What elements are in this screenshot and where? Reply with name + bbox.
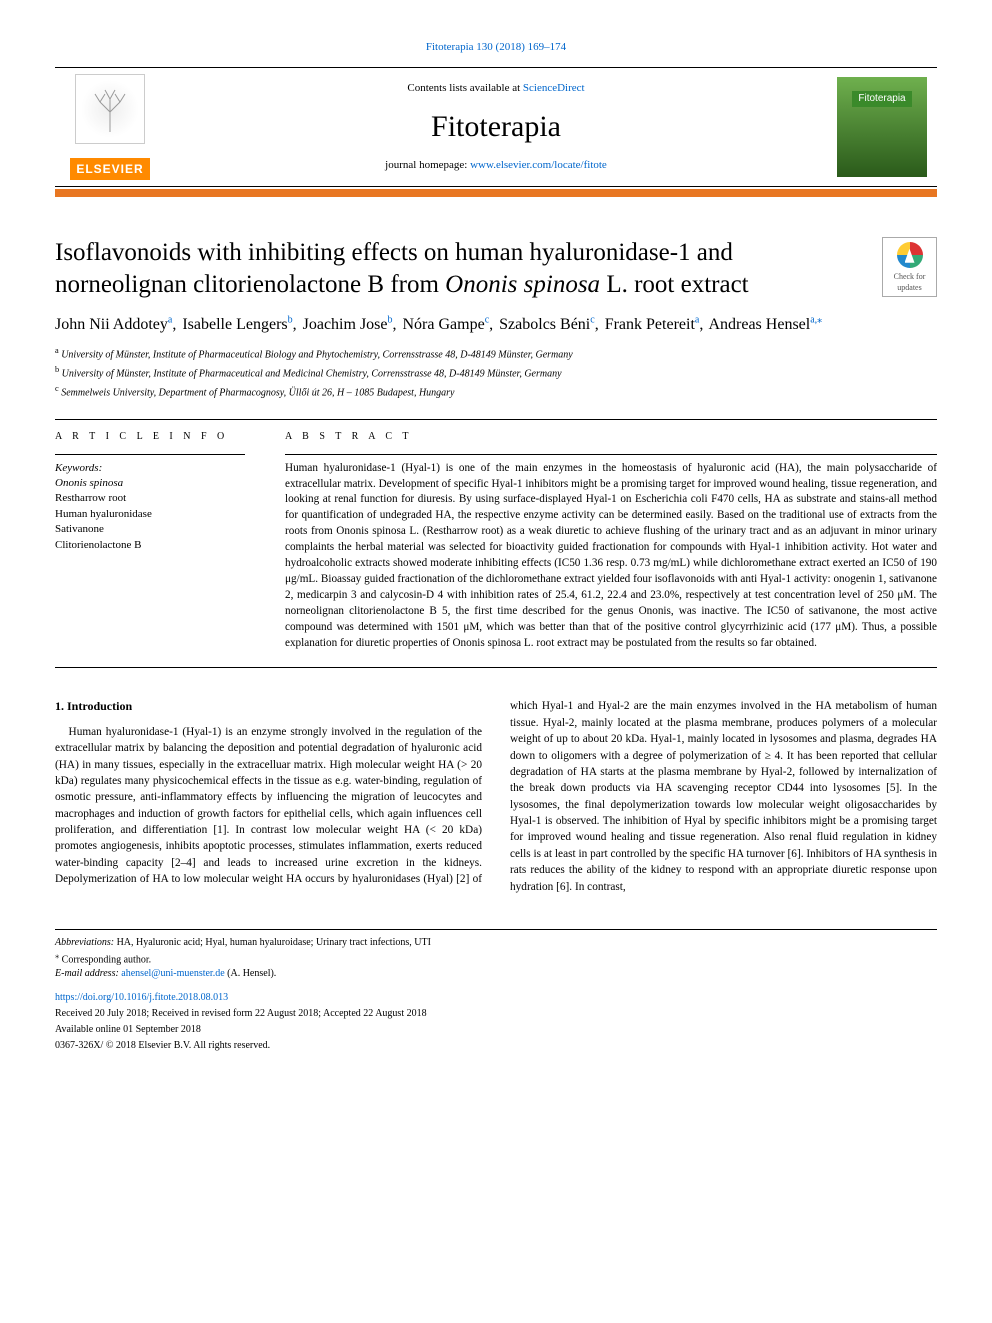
abstract-heading: A B S T R A C T	[285, 430, 937, 444]
title-italic: Ononis spinosa	[445, 271, 600, 298]
article-history: Received 20 July 2018; Received in revis…	[55, 1007, 937, 1021]
author-list: John Nii Addoteya, Isabelle Lengersb, Jo…	[55, 314, 937, 337]
sciencedirect-link[interactable]: ScienceDirect	[523, 82, 585, 94]
contents-line: Contents lists available at ScienceDirec…	[165, 81, 827, 96]
email-link[interactable]: ahensel@uni-muenster.de	[121, 968, 224, 979]
keyword: Human hyaluronidase	[55, 507, 245, 522]
badge-line1: Check for	[894, 271, 926, 282]
elsevier-tree-icon	[75, 74, 145, 144]
footnotes: Abbreviations: HA, Hyaluronic acid; Hyal…	[55, 929, 937, 981]
affiliation: b University of Münster, Institute of Ph…	[55, 364, 937, 381]
author: John Nii Addoteya	[55, 316, 172, 333]
author: Nóra Gampec	[403, 316, 490, 333]
homepage-line: journal homepage: www.elsevier.com/locat…	[165, 158, 827, 173]
author: Andreas Hensela,⁎	[708, 316, 822, 333]
doi-link[interactable]: https://doi.org/10.1016/j.fitote.2018.08…	[55, 991, 937, 1005]
crossmark-icon	[897, 242, 923, 268]
article-info-heading: A R T I C L E I N F O	[55, 430, 245, 444]
journal-cover-thumb: Fitoterapia	[837, 77, 927, 177]
rule	[55, 454, 245, 455]
author: Isabelle Lengersb	[182, 316, 292, 333]
citation-link[interactable]: Fitoterapia 130 (2018) 169–174	[426, 41, 566, 53]
check-for-updates-badge[interactable]: Check for updates	[882, 237, 937, 297]
keyword: Sativanone	[55, 522, 245, 537]
body-paragraph: Human hyaluronidase-1 (Hyal-1) is an enz…	[55, 698, 937, 895]
author: Joachim Joseb	[303, 316, 393, 333]
copyright: 0367-326X/ © 2018 Elsevier B.V. All righ…	[55, 1039, 937, 1053]
email-line: E-mail address: ahensel@uni-muenster.de …	[55, 967, 937, 981]
author: Szabolcs Bénic	[499, 316, 595, 333]
cover-label: Fitoterapia	[852, 91, 911, 107]
rule	[55, 667, 937, 668]
title-part2: L. root extract	[600, 271, 749, 298]
journal-banner: ELSEVIER Contents lists available at Sci…	[55, 67, 937, 187]
contents-prefix: Contents lists available at	[407, 82, 522, 94]
journal-name: Fitoterapia	[165, 106, 827, 148]
abstract-text: Human hyaluronidase-1 (Hyal-1) is one of…	[285, 461, 937, 652]
keyword: Restharrow root	[55, 491, 245, 506]
article-title: Isoflavonoids with inhibiting effects on…	[55, 237, 862, 300]
rule	[55, 419, 937, 420]
badge-line2: updates	[897, 282, 921, 293]
affiliation: a University of Münster, Institute of Ph…	[55, 345, 937, 362]
affiliations: a University of Münster, Institute of Ph…	[55, 345, 937, 401]
keyword: Clitorienolactone B	[55, 538, 245, 553]
citation-header: Fitoterapia 130 (2018) 169–174	[55, 40, 937, 55]
corresponding-author: ⁎ Corresponding author.	[55, 950, 937, 967]
rule	[285, 454, 937, 455]
homepage-prefix: journal homepage:	[385, 159, 470, 171]
elsevier-wordmark: ELSEVIER	[70, 158, 149, 181]
body-columns: 1. Introduction Human hyaluronidase-1 (H…	[55, 698, 937, 895]
abbreviations: Abbreviations: HA, Hyaluronic acid; Hyal…	[55, 936, 937, 950]
homepage-link[interactable]: www.elsevier.com/locate/fitote	[470, 159, 607, 171]
keywords-list: Ononis spinosa Restharrow root Human hya…	[55, 476, 245, 553]
available-online: Available online 01 September 2018	[55, 1023, 937, 1037]
affiliation: c Semmelweis University, Department of P…	[55, 383, 937, 400]
section-heading: 1. Introduction	[55, 698, 482, 715]
keyword: Ononis spinosa	[55, 476, 245, 491]
orange-rule	[55, 189, 937, 197]
author: Frank Petereita	[605, 316, 700, 333]
publisher-block: ELSEVIER	[55, 68, 165, 186]
keywords-label: Keywords:	[55, 461, 245, 476]
